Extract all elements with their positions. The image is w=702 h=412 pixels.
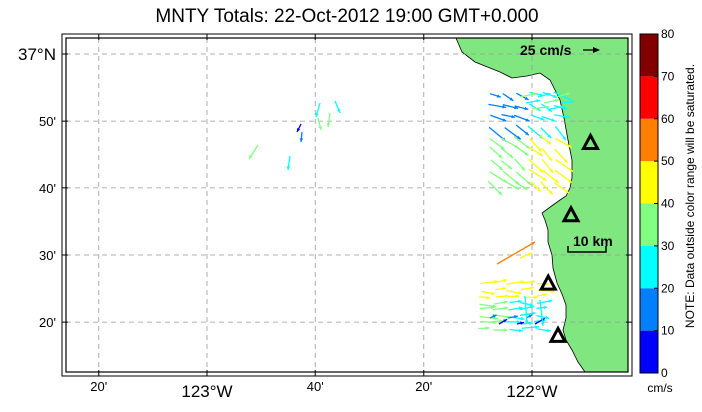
lat-tick-label: 40': [39, 181, 56, 196]
lat-tick-label: 20': [39, 315, 56, 330]
colorbar-segment: [640, 288, 658, 330]
colorbar-unit: cm/s: [647, 381, 672, 395]
lon-tick-label: 122°W: [506, 382, 557, 401]
scale-arrow-label: 25 cm/s: [520, 42, 572, 58]
lon-tick-label: 20': [90, 379, 107, 394]
colorbar-segment: [640, 161, 658, 203]
lon-tick-label: 123°W: [181, 382, 232, 401]
colorbar-tick-label: 20: [661, 281, 675, 295]
lat-tick-label: 37°N: [18, 45, 56, 64]
colorbar-tick-label: 60: [661, 112, 675, 126]
colorbar-segment: [640, 76, 658, 118]
colorbar: 0 10 20 30 40 50 60 70 80: [640, 27, 675, 380]
lat-tick-label: 50': [39, 114, 56, 129]
colorbar-segment: [640, 204, 658, 246]
colorbar-segment: [640, 246, 658, 288]
colorbar-note: NOTE: Data outside color range will be s…: [683, 64, 697, 328]
lon-tick-label: 20': [415, 379, 432, 394]
colorbar-tick-label: 50: [661, 154, 675, 168]
colorbar-segment: [640, 331, 658, 373]
map-title: MNTY Totals: 22-Oct-2012 19:00 GMT+0.000: [155, 6, 538, 27]
colorbar-tick-label: 0: [661, 366, 668, 380]
colorbar-tick-label: 70: [661, 69, 675, 83]
lat-tick-label: 30': [39, 248, 56, 263]
colorbar-segment: [640, 119, 658, 161]
lon-tick-label: 40': [307, 379, 324, 394]
colorbar-segment: [640, 34, 658, 76]
colorbar-tick-label: 40: [661, 197, 675, 211]
colorbar-tick-label: 30: [661, 239, 675, 253]
colorbar-tick-label: 80: [661, 27, 675, 41]
colorbar-tick-label: 10: [661, 324, 675, 338]
